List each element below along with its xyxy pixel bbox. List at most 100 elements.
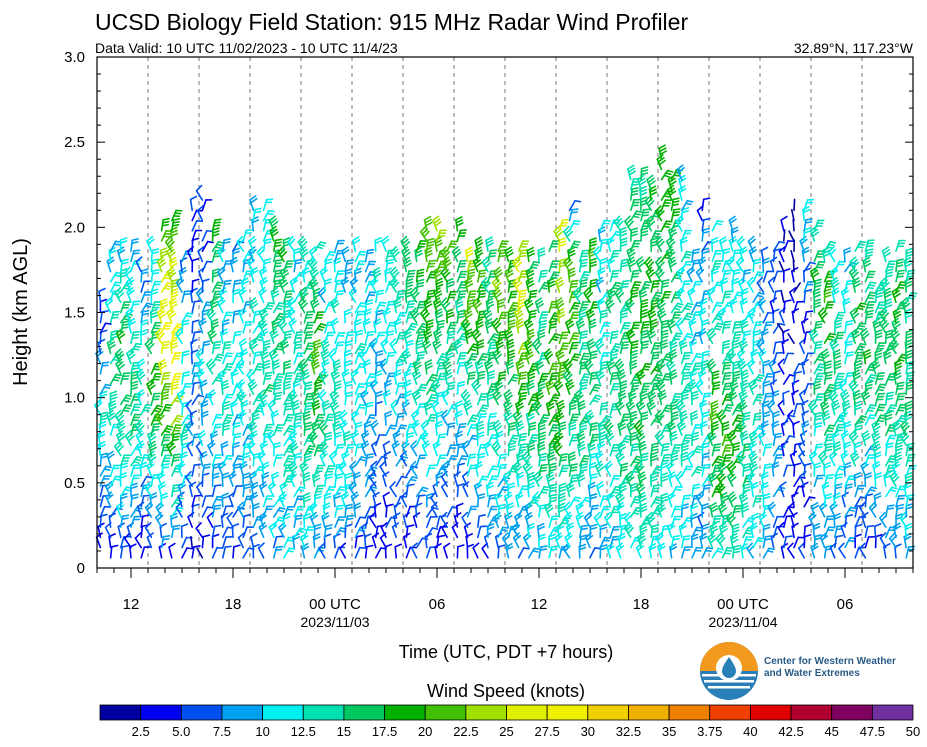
wind-barb: [895, 403, 907, 416]
wind-barb: [466, 371, 477, 385]
wind-barb: [752, 321, 763, 334]
wind-barb: [232, 463, 242, 477]
wind-barb: [323, 250, 337, 263]
wind-barb: [201, 472, 210, 488]
wind-barb: [558, 482, 567, 498]
wind-barb: [209, 430, 218, 447]
wind-barb: [589, 383, 602, 396]
wind-barb: [160, 371, 171, 385]
wind-barb: [803, 280, 815, 293]
wind-barb: [808, 327, 819, 344]
wind-barb: [344, 331, 355, 344]
wind-barb: [619, 237, 628, 252]
wind-barb: [629, 443, 640, 457]
wind-barb: [211, 524, 222, 539]
wind-barb: [751, 512, 760, 528]
wind-barb: [680, 229, 692, 242]
wind-barb: [721, 444, 733, 457]
wind-barb: [667, 491, 676, 508]
wind-barb: [710, 237, 719, 252]
wind-barb: [278, 491, 287, 508]
wind-barb: [538, 311, 549, 324]
wind-barb: [578, 249, 590, 263]
wind-barb: [786, 409, 795, 426]
wind-barb: [130, 515, 141, 528]
wind-barb: [313, 484, 325, 498]
wind-barb: [762, 411, 771, 426]
wind-barb: [670, 411, 679, 426]
wind-barb: [180, 523, 189, 539]
wind-barb: [589, 278, 598, 293]
wind-barb: [619, 226, 628, 242]
wind-barb: [446, 444, 458, 457]
wind-barb: [813, 340, 823, 355]
wind-barb: [635, 430, 646, 447]
wind-barb: [130, 493, 139, 508]
wind-barb: [222, 393, 234, 406]
x-tick-label: 18: [225, 596, 242, 613]
wind-barb: [650, 465, 663, 477]
wind-barb: [130, 300, 141, 314]
wind-barb: [415, 454, 427, 467]
wind-barb: [206, 511, 214, 528]
wind-barb: [833, 473, 844, 488]
wind-barb: [487, 494, 497, 508]
colorbar-swatch: [831, 704, 873, 721]
wind-barb: [527, 547, 541, 559]
wind-barb: [425, 319, 434, 334]
wind-barb: [884, 434, 897, 447]
wind-barb: [640, 340, 650, 355]
wind-barb: [150, 373, 162, 385]
wind-barb: [207, 389, 216, 406]
wind-barb: [762, 373, 774, 385]
wind-barb: [821, 410, 831, 426]
wind-barb: [158, 358, 168, 375]
wind-barb: [568, 220, 581, 232]
wind-barb: [293, 247, 302, 263]
wind-barb: [195, 522, 204, 539]
wind-barb: [492, 419, 503, 436]
wind-barb: [762, 392, 773, 406]
wind-barb: [640, 363, 652, 375]
wind-barb: [332, 420, 341, 436]
wind-barb: [303, 330, 314, 344]
wind-barb: [589, 422, 599, 436]
wind-barb: [625, 399, 636, 416]
wind-barb: [272, 302, 286, 314]
wind-barb: [109, 390, 118, 406]
wind-barb: [721, 421, 730, 436]
wind-barb: [409, 286, 420, 304]
wind-barb: [272, 373, 285, 385]
wind-barb: [364, 544, 374, 559]
wind-barb: [864, 414, 877, 426]
wind-barb: [222, 311, 234, 324]
wind-barb: [181, 371, 191, 385]
wind-barb: [903, 256, 913, 273]
wind-barb: [782, 464, 794, 477]
wind-barb: [191, 503, 200, 518]
wind-barb: [738, 491, 749, 508]
wind-barb: [854, 533, 862, 549]
wind-barb: [166, 246, 176, 263]
wind-barb: [344, 259, 355, 273]
wind-barb: [455, 400, 463, 416]
wind-barb: [776, 322, 785, 334]
wind-barb: [181, 350, 190, 365]
wind-barb: [505, 359, 515, 375]
wind-barb: [719, 236, 728, 252]
wind-barb: [853, 359, 862, 375]
wind-barb: [144, 481, 153, 498]
colorbar-swatch: [99, 704, 142, 721]
wind-barb: [711, 514, 722, 528]
wind-barb: [109, 373, 123, 385]
wind-barb: [701, 523, 709, 539]
wind-barb: [466, 268, 476, 283]
wind-barb: [810, 501, 820, 518]
wind-barb: [576, 430, 586, 447]
wind-barb: [130, 403, 142, 416]
wind-barb: [242, 495, 254, 508]
wind-barb: [538, 485, 551, 498]
wind-barb: [831, 399, 841, 416]
wind-barb: [504, 246, 514, 263]
wind-barb: [557, 502, 566, 518]
